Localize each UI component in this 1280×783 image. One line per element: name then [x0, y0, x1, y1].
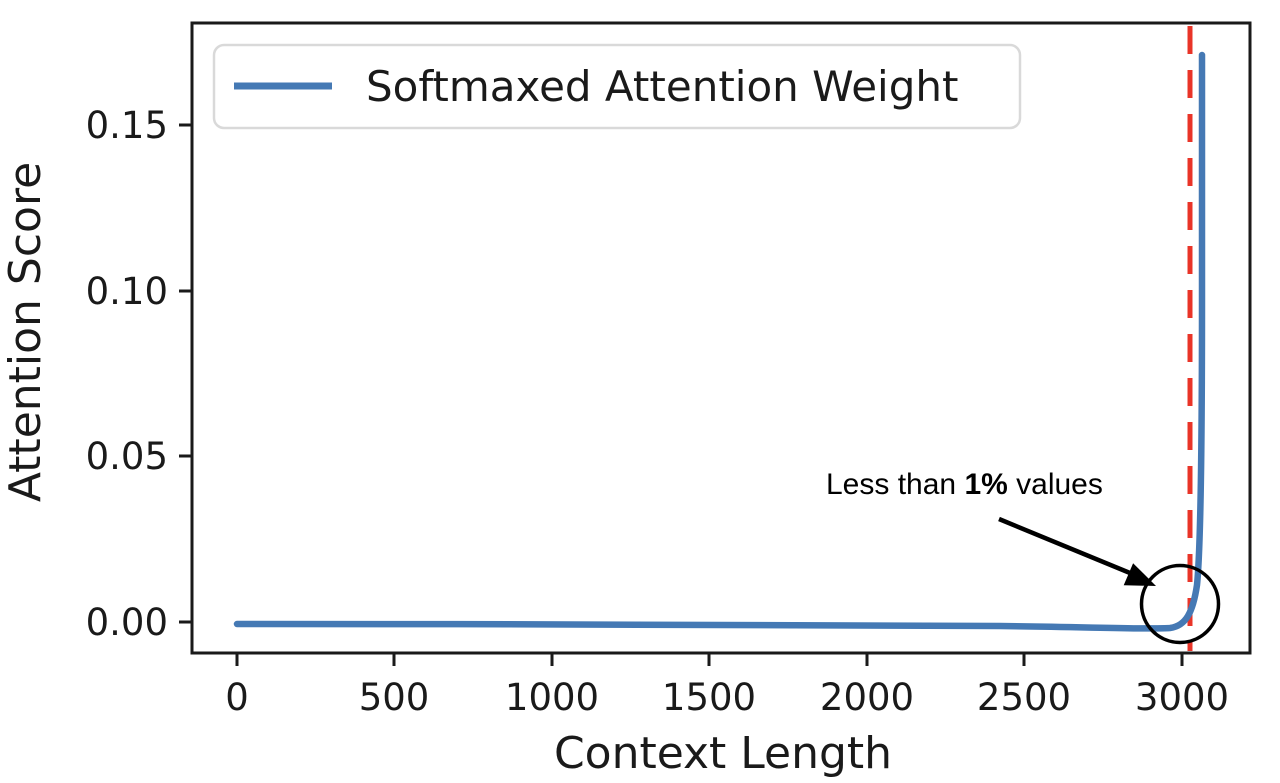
annotation-text-prefix: Less than — [826, 468, 964, 501]
y-tick-label-005: 0.05 — [86, 435, 168, 478]
highlight-circle — [1139, 563, 1221, 645]
annotation-text-suffix: values — [1008, 468, 1103, 501]
y-tick-label-010: 0.10 — [86, 270, 168, 313]
x-tick-label-1500: 1500 — [662, 676, 756, 719]
annotation-text: Less than 1% values — [826, 468, 1103, 501]
x-tick-label-3000: 3000 — [1135, 676, 1229, 719]
x-tick-label-2500: 2500 — [977, 676, 1071, 719]
y-axis-label: Attention Score — [0, 162, 51, 502]
x-tick-label-2000: 2000 — [820, 676, 914, 719]
x-axis-label: Context Length — [554, 728, 892, 779]
annotation-text-bold: 1% — [964, 468, 1007, 501]
plot-border — [190, 21, 1252, 655]
annotation-arrow-shaft — [998, 516, 1131, 576]
y-ticks — [179, 123, 192, 624]
attention-curve — [233, 51, 1206, 632]
legend: Softmaxed Attention Weight — [212, 43, 1022, 130]
legend-box — [212, 43, 1022, 130]
y-tick-label-015: 0.15 — [86, 104, 168, 147]
x-tick-label-1000: 1000 — [505, 676, 599, 719]
annotation-arrowhead-icon — [1123, 563, 1156, 586]
x-ticks — [235, 653, 1184, 666]
y-tick-label-000: 0.00 — [86, 601, 168, 644]
x-tick-label-500: 500 — [359, 676, 430, 719]
x-tick-label-0: 0 — [225, 676, 249, 719]
legend-label: Softmaxed Attention Weight — [366, 62, 958, 111]
